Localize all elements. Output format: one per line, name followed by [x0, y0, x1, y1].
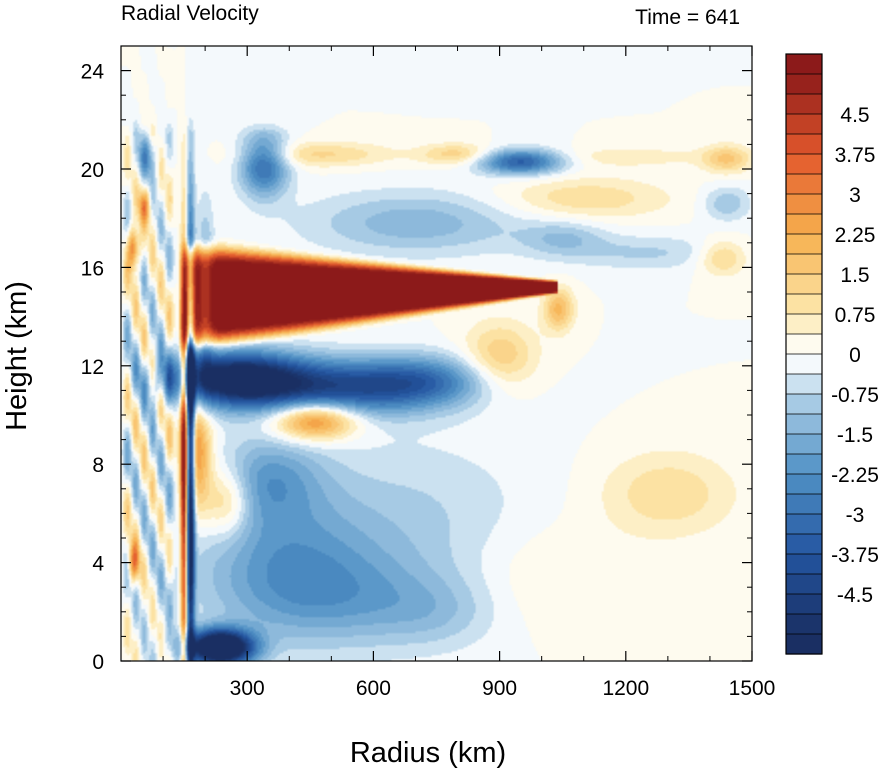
colorbar-swatch — [786, 114, 822, 135]
colorbar-swatch — [786, 94, 822, 115]
x-tick-label: 1200 — [602, 677, 649, 700]
chart-title: Radial Velocity — [121, 2, 259, 25]
y-tick-label: 4 — [92, 553, 104, 576]
colorbar-swatch — [786, 554, 822, 575]
colorbar-frame — [785, 53, 823, 655]
colorbar-swatch — [786, 494, 822, 515]
colorbar-swatch — [786, 214, 822, 235]
colorbar-swatch — [786, 634, 822, 655]
colorbar-swatch — [786, 534, 822, 555]
colorbar-swatch — [786, 254, 822, 275]
colorbar-label: 1.5 — [840, 264, 869, 287]
plot-frame — [120, 45, 753, 662]
colorbar-label: -3 — [846, 504, 865, 527]
colorbar-swatch — [786, 334, 822, 355]
colorbar-label: 4.5 — [840, 104, 869, 127]
colorbar-swatch — [786, 234, 822, 255]
x-axis-label: Radius (km) — [350, 737, 506, 769]
colorbar-swatch — [786, 294, 822, 315]
colorbar-swatch — [786, 354, 822, 375]
y-axis: 0 4 8 12 16 20 24 — [81, 61, 752, 674]
colorbar-swatch — [786, 194, 822, 215]
x-tick-label: 900 — [482, 677, 517, 700]
colorbar-label: 0 — [849, 344, 861, 367]
colorbar: 4.5 3.75 3 2.25 1.5 0.75 0 -0.75 -1.5 -2.25 -3 -3.7… — [785, 53, 879, 655]
colorbar-swatch — [786, 154, 822, 175]
colorbar-swatch — [786, 574, 822, 595]
x-tick-label: 600 — [356, 677, 391, 700]
colorbar-swatch — [786, 374, 822, 395]
colorbar-swatch — [786, 174, 822, 195]
y-tick-label: 0 — [92, 651, 104, 674]
colorbar-label: 0.75 — [835, 304, 876, 327]
colorbar-label: -3.75 — [831, 544, 879, 567]
colorbar-label: -1.5 — [837, 424, 873, 447]
y-tick-label: 16 — [81, 257, 104, 280]
x-tick-label: 300 — [230, 677, 265, 700]
colorbar-swatch — [786, 314, 822, 335]
colorbar-swatch — [786, 54, 822, 75]
colorbar-swatch — [786, 74, 822, 95]
y-tick-label: 8 — [92, 454, 104, 477]
colorbar-swatch — [786, 454, 822, 475]
colorbar-swatch — [786, 514, 822, 535]
y-tick-label: 12 — [81, 356, 104, 379]
colorbar-swatch — [786, 394, 822, 415]
x-tick-label: 1500 — [729, 677, 776, 700]
colorbar-swatch — [786, 414, 822, 435]
heatmap-field — [121, 46, 752, 661]
colorbar-swatch — [786, 594, 822, 615]
colorbar-swatch — [786, 474, 822, 495]
y-tick-label: 24 — [81, 61, 105, 84]
x-axis: 300 600 900 1200 1500 — [162, 46, 776, 700]
colorbar-swatch — [786, 274, 822, 295]
y-axis-label: Height (km) — [1, 281, 33, 431]
colorbar-label: 3 — [849, 184, 861, 207]
colorbar-swatch — [786, 614, 822, 635]
colorbar-label: 3.75 — [835, 144, 876, 167]
plot-area — [120, 45, 753, 662]
colorbar-swatch — [786, 434, 822, 455]
colorbar-label: -0.75 — [831, 384, 879, 407]
y-tick-label: 20 — [81, 159, 104, 182]
colorbar-swatch — [786, 134, 822, 155]
colorbar-label: -2.25 — [831, 464, 879, 487]
colorbar-label: 2.25 — [835, 224, 876, 247]
time-label: Time = 641 — [635, 6, 740, 29]
colorbar-label: -4.5 — [837, 584, 873, 607]
